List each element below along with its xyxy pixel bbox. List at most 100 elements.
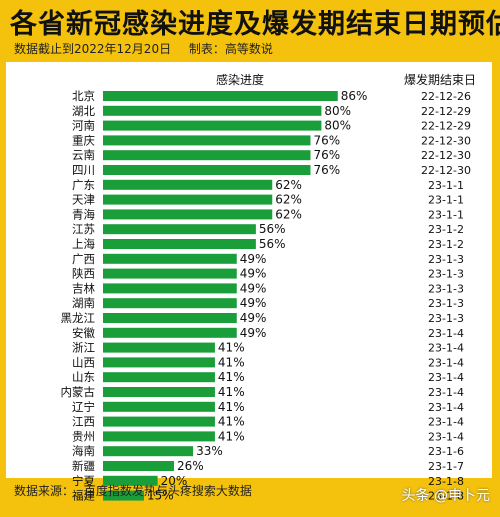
end-date-label: 22-12-30 — [421, 149, 471, 162]
page-title: 各省新冠感染进度及爆发期结束日期预估 — [10, 9, 500, 40]
bar — [103, 387, 215, 397]
chart-title: 感染进度 — [216, 72, 264, 87]
value-label: 41% — [218, 370, 245, 384]
end-date-label: 22-12-30 — [421, 134, 471, 147]
value-label: 20% — [161, 474, 188, 488]
end-date-label: 23-1-1 — [428, 179, 464, 192]
category-label: 河南 — [72, 119, 95, 133]
category-label: 吉林 — [72, 281, 95, 295]
category-label: 江西 — [72, 415, 95, 429]
bar — [103, 253, 237, 264]
bar — [103, 105, 322, 116]
end-date-label: 23-1-4 — [428, 371, 464, 384]
category-label: 山西 — [72, 355, 95, 369]
source-value: 百度指数发热与头疼搜索大数据 — [83, 484, 252, 498]
chart-panel — [6, 62, 492, 478]
value-label: 41% — [218, 415, 245, 429]
bar — [103, 194, 273, 205]
value-label: 49% — [240, 252, 267, 266]
category-label: 贵州 — [72, 429, 95, 443]
bar — [103, 135, 311, 146]
category-label: 黑龙江 — [61, 311, 96, 325]
bar — [103, 327, 237, 338]
value-label: 62% — [275, 178, 302, 192]
category-label: 山东 — [72, 370, 95, 384]
value-label: 80% — [324, 119, 351, 133]
end-date-label: 23-1-8 — [428, 475, 464, 488]
bar — [103, 268, 237, 279]
value-label: 56% — [259, 222, 286, 236]
source-label: 数据来源： — [14, 484, 75, 498]
bar — [103, 461, 174, 471]
value-label: 49% — [240, 326, 267, 340]
end-date-label: 23-1-4 — [428, 386, 464, 399]
value-label: 62% — [275, 207, 302, 221]
bar — [103, 372, 215, 383]
maker-note: 制表：高等数说 — [188, 42, 273, 56]
bar — [103, 150, 311, 161]
category-label: 四川 — [72, 163, 95, 177]
bar — [103, 416, 215, 427]
value-label: 15% — [147, 489, 174, 503]
bar — [103, 239, 256, 249]
end-date-label: 22-12-29 — [421, 120, 471, 133]
value-label: 41% — [218, 355, 245, 369]
value-label: 76% — [313, 163, 340, 177]
category-label: 陕西 — [72, 267, 95, 281]
category-label: 海南 — [72, 444, 95, 458]
end-date-label: 23-1-1 — [428, 208, 464, 221]
category-label: 北京 — [72, 89, 95, 103]
end-date-label: 22-12-26 — [421, 90, 471, 103]
bar — [103, 120, 322, 131]
bar — [103, 490, 144, 501]
value-label: 86% — [341, 89, 368, 103]
bar — [103, 209, 273, 220]
value-label: 41% — [218, 385, 245, 399]
bar — [103, 224, 256, 235]
category-label: 重庆 — [72, 133, 95, 147]
category-label: 安徽 — [72, 326, 95, 340]
source-note: 数据来源： 百度指数发热与头疼搜索大数据 — [14, 482, 258, 499]
end-date-label: 23-1-2 — [428, 223, 464, 236]
category-label: 天津 — [72, 193, 95, 207]
bar — [103, 342, 215, 353]
value-label: 41% — [218, 400, 245, 414]
end-date-label: 23-1-4 — [428, 401, 464, 414]
value-label: 41% — [218, 429, 245, 443]
bar — [103, 357, 215, 368]
value-label: 33% — [196, 444, 223, 458]
end-date-label: 23-1-4 — [428, 430, 464, 443]
value-label: 49% — [240, 311, 267, 325]
bar — [103, 91, 338, 101]
value-label: 56% — [259, 237, 286, 251]
end-date-header: 爆发期结束日 — [404, 72, 476, 87]
end-date-label: 23-1-3 — [428, 282, 464, 295]
value-label: 49% — [240, 281, 267, 295]
bar — [103, 313, 237, 323]
bar — [103, 446, 194, 457]
value-label: 80% — [324, 104, 351, 118]
bar — [103, 179, 273, 190]
watermark: 头条 @申卜元 — [401, 488, 490, 504]
date-note: 数据截止到2022年12月20日 — [14, 42, 172, 56]
category-label: 宁夏 — [72, 474, 95, 488]
bar — [103, 401, 215, 412]
category-label: 福建 — [72, 489, 95, 503]
value-label: 26% — [177, 459, 204, 473]
end-date-label: 23-1-8 — [428, 490, 464, 503]
category-label: 辽宁 — [72, 400, 95, 414]
end-date-label: 23-1-3 — [428, 297, 464, 310]
value-label: 76% — [313, 133, 340, 147]
category-label: 上海 — [72, 237, 95, 251]
value-label: 41% — [218, 341, 245, 355]
end-date-label: 23-1-1 — [428, 194, 464, 207]
value-label: 49% — [240, 296, 267, 310]
value-label: 49% — [240, 267, 267, 281]
category-label: 青海 — [72, 207, 95, 221]
bar — [103, 431, 215, 442]
end-date-label: 23-1-4 — [428, 342, 464, 355]
bar — [103, 165, 311, 175]
category-label: 浙江 — [72, 341, 95, 355]
end-date-label: 23-1-4 — [428, 356, 464, 369]
